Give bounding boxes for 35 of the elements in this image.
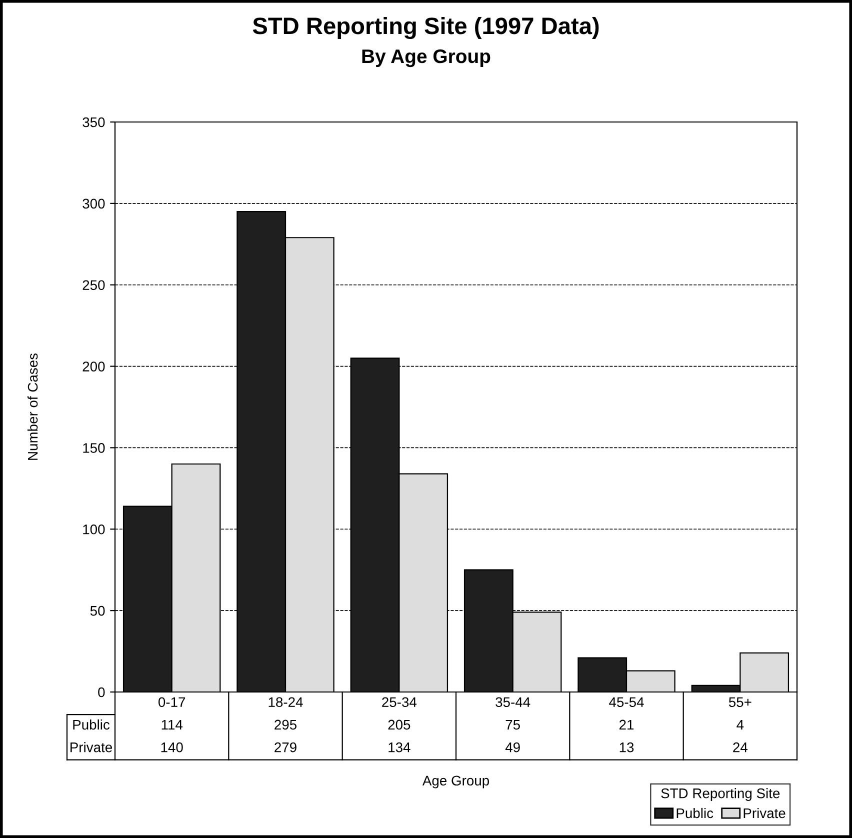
data-label: 75 — [506, 720, 520, 730]
data-label: 134 — [388, 742, 410, 752]
data-label: 21 — [619, 720, 634, 730]
x-axis-title: Age Group — [422, 776, 490, 788]
data-label: 295 — [274, 720, 297, 730]
x-tick-label: 18-24 — [268, 697, 303, 708]
data-label: 13 — [620, 742, 634, 752]
y-tick-label: 150 — [83, 443, 105, 453]
legend-label: Private — [744, 808, 786, 818]
data-label: 205 — [388, 720, 410, 730]
y-tick-label: 50 — [90, 606, 105, 616]
data-label: 49 — [505, 742, 520, 752]
data-label: 24 — [733, 742, 748, 752]
text: Private — [70, 742, 112, 752]
x-tick-label: 55+ — [728, 697, 752, 708]
y-tick-label: 250 — [82, 280, 105, 290]
data-label: 114 — [162, 720, 182, 730]
y-tick-label: 300 — [82, 198, 105, 209]
chart-title: STD Reporting Site (1997 Data) — [252, 16, 599, 40]
data-label: 4 — [736, 720, 744, 730]
chart-subtitle: By Age Group — [362, 49, 490, 68]
y-tick-label: 0 — [98, 687, 105, 698]
data-label: 140 — [161, 742, 183, 752]
x-tick-label: 45-54 — [609, 697, 644, 708]
y-tick-label: 100 — [83, 524, 105, 534]
x-tick-label: 0-17 — [158, 697, 186, 708]
x-tick-label: 35-44 — [496, 697, 530, 708]
y-tick-label: 350 — [82, 117, 105, 128]
legend-label: Public — [676, 808, 714, 818]
data-label: 279 — [274, 742, 296, 752]
x-tick-label: 25-34 — [382, 697, 417, 708]
y-axis-title: Number of Cases — [27, 353, 38, 460]
text: Public — [73, 719, 110, 730]
y-tick-label: 200 — [82, 362, 105, 372]
legend-title: STD Reporting Site — [661, 788, 780, 801]
